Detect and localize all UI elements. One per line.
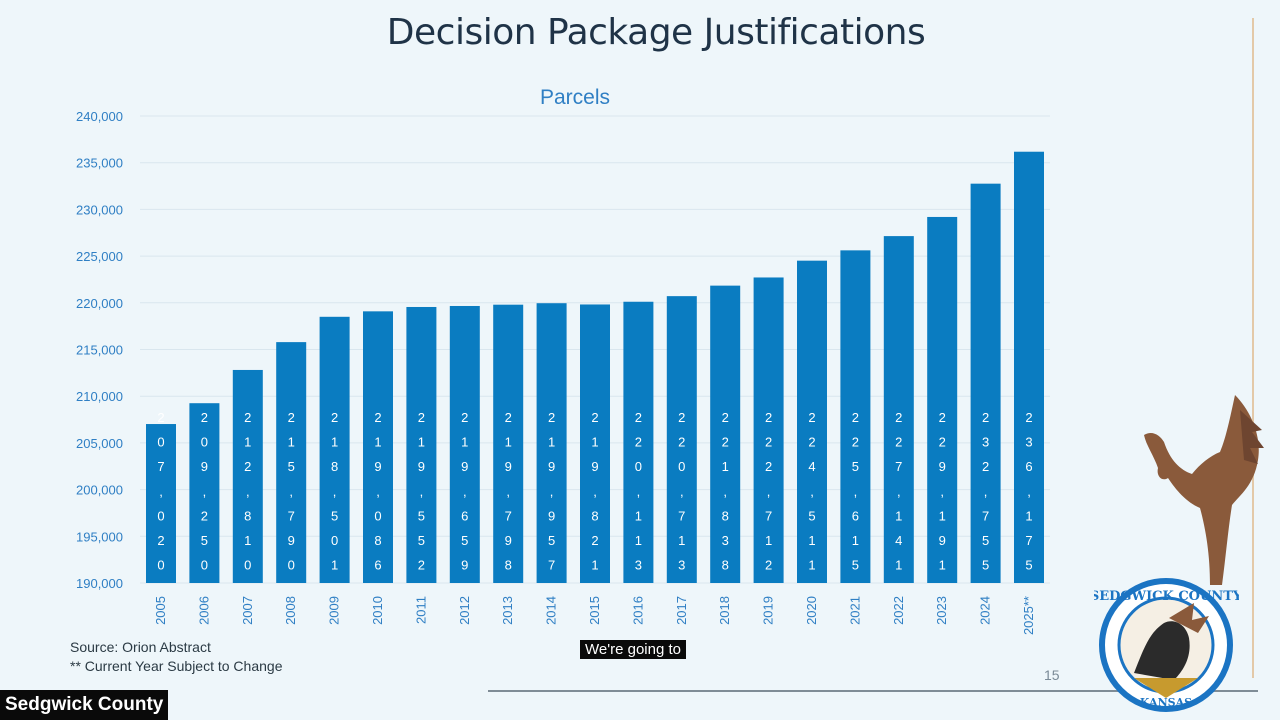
- bar: [666, 296, 697, 583]
- x-tick-label: 2014: [544, 596, 559, 625]
- x-tick-label: 2022: [891, 596, 906, 625]
- x-tick-label: 2013: [500, 596, 515, 625]
- bar: [840, 250, 871, 583]
- sedgwick-county-seal-icon: SEDGWICK COUNTY KANSAS: [1094, 578, 1239, 712]
- channel-badge: Sedgwick County: [0, 690, 169, 720]
- y-tick-label: 235,000: [76, 156, 123, 171]
- bar: [493, 304, 524, 583]
- x-tick-label: 2010: [370, 596, 385, 625]
- bar: [1014, 151, 1044, 583]
- x-tick-label: 2005: [153, 596, 168, 625]
- x-tick-label: 2024: [978, 596, 993, 625]
- decorative-bottom-rule: [488, 690, 1258, 692]
- x-tick-label: 2011: [413, 596, 428, 624]
- bar: [927, 216, 958, 583]
- x-tick-label: 2009: [327, 596, 342, 625]
- x-tick-label: 2006: [196, 596, 211, 625]
- chart-title: Parcels: [539, 86, 611, 109]
- bar: [580, 304, 610, 583]
- bar: [623, 301, 654, 583]
- source-note: Source: Orion Abstract: [70, 639, 211, 655]
- bar: [146, 424, 176, 583]
- y-tick-label: 210,000: [76, 389, 123, 404]
- bar: [319, 316, 350, 583]
- x-tick-label: 2021: [847, 596, 862, 625]
- y-tick-label: 190,000: [76, 576, 123, 591]
- current-year-note: ** Current Year Subject to Change: [70, 658, 283, 674]
- page-number: 15: [1044, 667, 1060, 683]
- x-tick-label: 2016: [630, 596, 645, 625]
- seal-top-text: SEDGWICK COUNTY: [1094, 589, 1239, 604]
- y-tick-label: 240,000: [76, 109, 123, 124]
- x-tick-label: 2015: [587, 596, 602, 625]
- live-caption: We're going to: [580, 640, 686, 659]
- x-tick-label: 2023: [934, 596, 949, 625]
- bar: [449, 305, 480, 583]
- bar: [536, 303, 567, 583]
- bar: [189, 403, 220, 583]
- y-tick-label: 200,000: [76, 483, 123, 498]
- x-tick-label: 2007: [240, 596, 255, 625]
- dancer-silhouette-icon: [1144, 395, 1264, 585]
- bar: [797, 260, 827, 583]
- x-tick-label: 2008: [283, 596, 298, 625]
- bar: [276, 342, 307, 583]
- decorative-right-rule: [1252, 18, 1254, 678]
- x-tick-label: 2019: [761, 596, 776, 625]
- chart-footnotes: Source: Orion Abstract ** Current Year S…: [70, 638, 282, 676]
- y-tick-label: 225,000: [76, 249, 123, 264]
- seal-bottom-text: KANSAS: [1140, 696, 1192, 709]
- bar: [710, 285, 741, 583]
- x-tick-label: 2012: [457, 596, 472, 625]
- y-tick-label: 220,000: [76, 296, 123, 311]
- y-tick-label: 230,000: [76, 202, 123, 217]
- x-tick-label: 2025**: [1021, 596, 1036, 635]
- bar: [232, 369, 263, 583]
- y-tick-label: 195,000: [76, 529, 123, 544]
- y-tick-label: 215,000: [76, 343, 123, 358]
- bar: [406, 306, 437, 583]
- parcels-bar-chart: 190,000 195,000 200,000 205,000 210,000 215,0…: [76, 109, 1050, 635]
- y-tick-label: 205,000: [76, 436, 123, 451]
- x-tick-label: 2018: [717, 596, 732, 625]
- bar: [883, 236, 914, 583]
- slide-title: Decision Package Justifications: [386, 12, 926, 53]
- bar: [363, 311, 393, 583]
- bar: [970, 183, 1001, 583]
- x-tick-label: 2020: [804, 596, 819, 625]
- bar: [753, 277, 784, 583]
- x-tick-label: 2017: [674, 596, 689, 625]
